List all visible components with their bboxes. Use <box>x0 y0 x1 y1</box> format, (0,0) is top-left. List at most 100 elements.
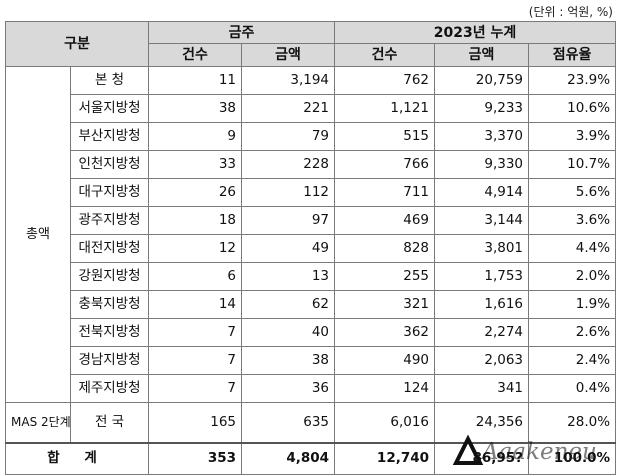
cell-count: 7 <box>148 374 243 403</box>
cell-count: 11 <box>148 66 243 95</box>
region-name: 제주지방청 <box>69 374 150 403</box>
cell-count: 7 <box>148 346 243 375</box>
cell-count: 6 <box>148 262 243 291</box>
region-name: 인천지방청 <box>69 150 150 179</box>
header-cum-count: 건수 <box>334 43 436 67</box>
cell-cum-count: 766 <box>334 150 436 179</box>
region-name: 경남지방청 <box>69 346 150 375</box>
table-row: 제주지방청 7 36 124 341 0.4% <box>6 374 617 403</box>
total-label: 합 계 <box>4 441 150 475</box>
cell-cum-amount: 4,914 <box>434 178 530 207</box>
cell-count: 38 <box>148 94 243 123</box>
cell-share: 2.0% <box>528 262 617 291</box>
cell-amount: 62 <box>241 290 336 319</box>
watermark-triangle-icon <box>452 434 484 465</box>
region-name: 전북지방청 <box>69 318 150 347</box>
total-cum-count: 12,740 <box>334 441 436 475</box>
cell-cum-amount: 9,233 <box>434 94 530 123</box>
table-row: 서울지방청 38 221 1,121 9,233 10.6% <box>6 94 617 123</box>
cell-count: 12 <box>148 234 243 263</box>
cell-amount: 79 <box>241 122 336 151</box>
header-share: 점유율 <box>528 43 617 67</box>
cell-amount: 49 <box>241 234 336 263</box>
table-row: 대전지방청 12 49 828 3,801 4.4% <box>6 234 617 263</box>
cell-cum-amount: 1,753 <box>434 262 530 291</box>
contract-statistics-table: 구분 금주 2023년 누계 건수 금액 건수 금액 점유율 총액 본 청 11 3,… <box>4 21 617 475</box>
table-row: 인천지방청 33 228 766 9,330 10.7% <box>6 150 617 179</box>
table-row: 총액 본 청 11 3,194 762 20,759 23.9% <box>5 66 617 403</box>
cell-amount: 635 <box>241 402 336 443</box>
cell-cum-amount: 341 <box>434 374 530 403</box>
header-group-cumulative: 2023년 누계 <box>334 21 617 44</box>
cell-cum-count: 362 <box>334 318 436 347</box>
header-group-month: 금주 <box>148 21 336 44</box>
cell-cum-amount: 3,144 <box>434 206 530 235</box>
cell-cum-amount: 20,759 <box>434 66 530 95</box>
region-name: 본 청 <box>69 66 150 95</box>
region-name: 충북지방청 <box>69 290 150 319</box>
region-name: 전 국 <box>69 402 150 443</box>
cell-amount: 112 <box>241 178 336 207</box>
cell-cum-amount: 1,616 <box>434 290 530 319</box>
cell-share: 28.0% <box>528 402 617 443</box>
region-name: 대전지방청 <box>69 234 150 263</box>
cell-amount: 38 <box>241 346 336 375</box>
table-row: 광주지방청 18 97 469 3,144 3.6% <box>6 206 617 235</box>
cell-cum-count: 515 <box>334 122 436 151</box>
cell-amount: 3,194 <box>241 66 336 95</box>
cell-cum-count: 255 <box>334 262 436 291</box>
cell-share: 2.4% <box>528 346 617 375</box>
cell-count: 26 <box>148 178 243 207</box>
table-row: 부산지방청 9 79 515 3,370 3.9% <box>6 122 617 151</box>
header-amount: 금액 <box>241 43 336 67</box>
cell-share: 10.7% <box>528 150 617 179</box>
cell-share: 0.4% <box>528 374 617 403</box>
table-row: 충북지방청 14 62 321 1,616 1.9% <box>6 290 617 319</box>
watermark-logo: Aaakeneu <box>452 434 597 465</box>
cell-share: 23.9% <box>528 66 617 95</box>
cell-share: 10.6% <box>528 94 617 123</box>
region-name: 서울지방청 <box>69 94 150 123</box>
cell-share: 5.6% <box>528 178 617 207</box>
cell-cum-count: 1,121 <box>334 94 436 123</box>
table-row: 경남지방청 7 38 490 2,063 2.4% <box>6 346 617 375</box>
total-count: 353 <box>148 441 243 475</box>
cell-share: 3.6% <box>528 206 617 235</box>
cell-share: 1.9% <box>528 290 617 319</box>
cell-count: 165 <box>148 402 243 443</box>
cell-cum-count: 828 <box>334 234 436 263</box>
mas-label: MAS 2단계 <box>5 402 71 443</box>
cell-cum-count: 321 <box>334 290 436 319</box>
cell-count: 9 <box>148 122 243 151</box>
cell-cum-count: 711 <box>334 178 436 207</box>
cell-cum-count: 6,016 <box>334 402 436 443</box>
cell-amount: 228 <box>241 150 336 179</box>
cell-share: 2.6% <box>528 318 617 347</box>
cell-amount: 97 <box>241 206 336 235</box>
cell-cum-count: 762 <box>334 66 436 95</box>
table-row: 강원지방청 6 13 255 1,753 2.0% <box>6 262 617 291</box>
unit-note: (단위 : 억원, %) <box>528 5 613 19</box>
table-row: 대구지방청 26 112 711 4,914 5.6% <box>6 178 617 207</box>
region-name: 광주지방청 <box>69 206 150 235</box>
cell-cum-count: 490 <box>334 346 436 375</box>
cell-cum-amount: 3,801 <box>434 234 530 263</box>
region-name: 강원지방청 <box>69 262 150 291</box>
cell-share: 3.9% <box>528 122 617 151</box>
cell-count: 7 <box>148 318 243 347</box>
table-row-mas: MAS 2단계 전 국 165 635 6,016 24,356 28.0% <box>5 402 617 443</box>
header-category: 구분 <box>4 21 150 67</box>
watermark-text: Aaakeneu <box>480 439 597 465</box>
cell-count: 18 <box>148 206 243 235</box>
cell-cum-amount: 2,274 <box>434 318 530 347</box>
cell-cum-amount: 3,370 <box>434 122 530 151</box>
side-label: 총액 <box>5 66 71 403</box>
table-row: 전북지방청 7 40 362 2,274 2.6% <box>6 318 617 347</box>
cell-amount: 36 <box>241 374 336 403</box>
cell-cum-amount: 2,063 <box>434 346 530 375</box>
cell-count: 33 <box>148 150 243 179</box>
header-count: 건수 <box>148 43 243 67</box>
cell-count: 14 <box>148 290 243 319</box>
cell-amount: 40 <box>241 318 336 347</box>
cell-cum-amount: 9,330 <box>434 150 530 179</box>
